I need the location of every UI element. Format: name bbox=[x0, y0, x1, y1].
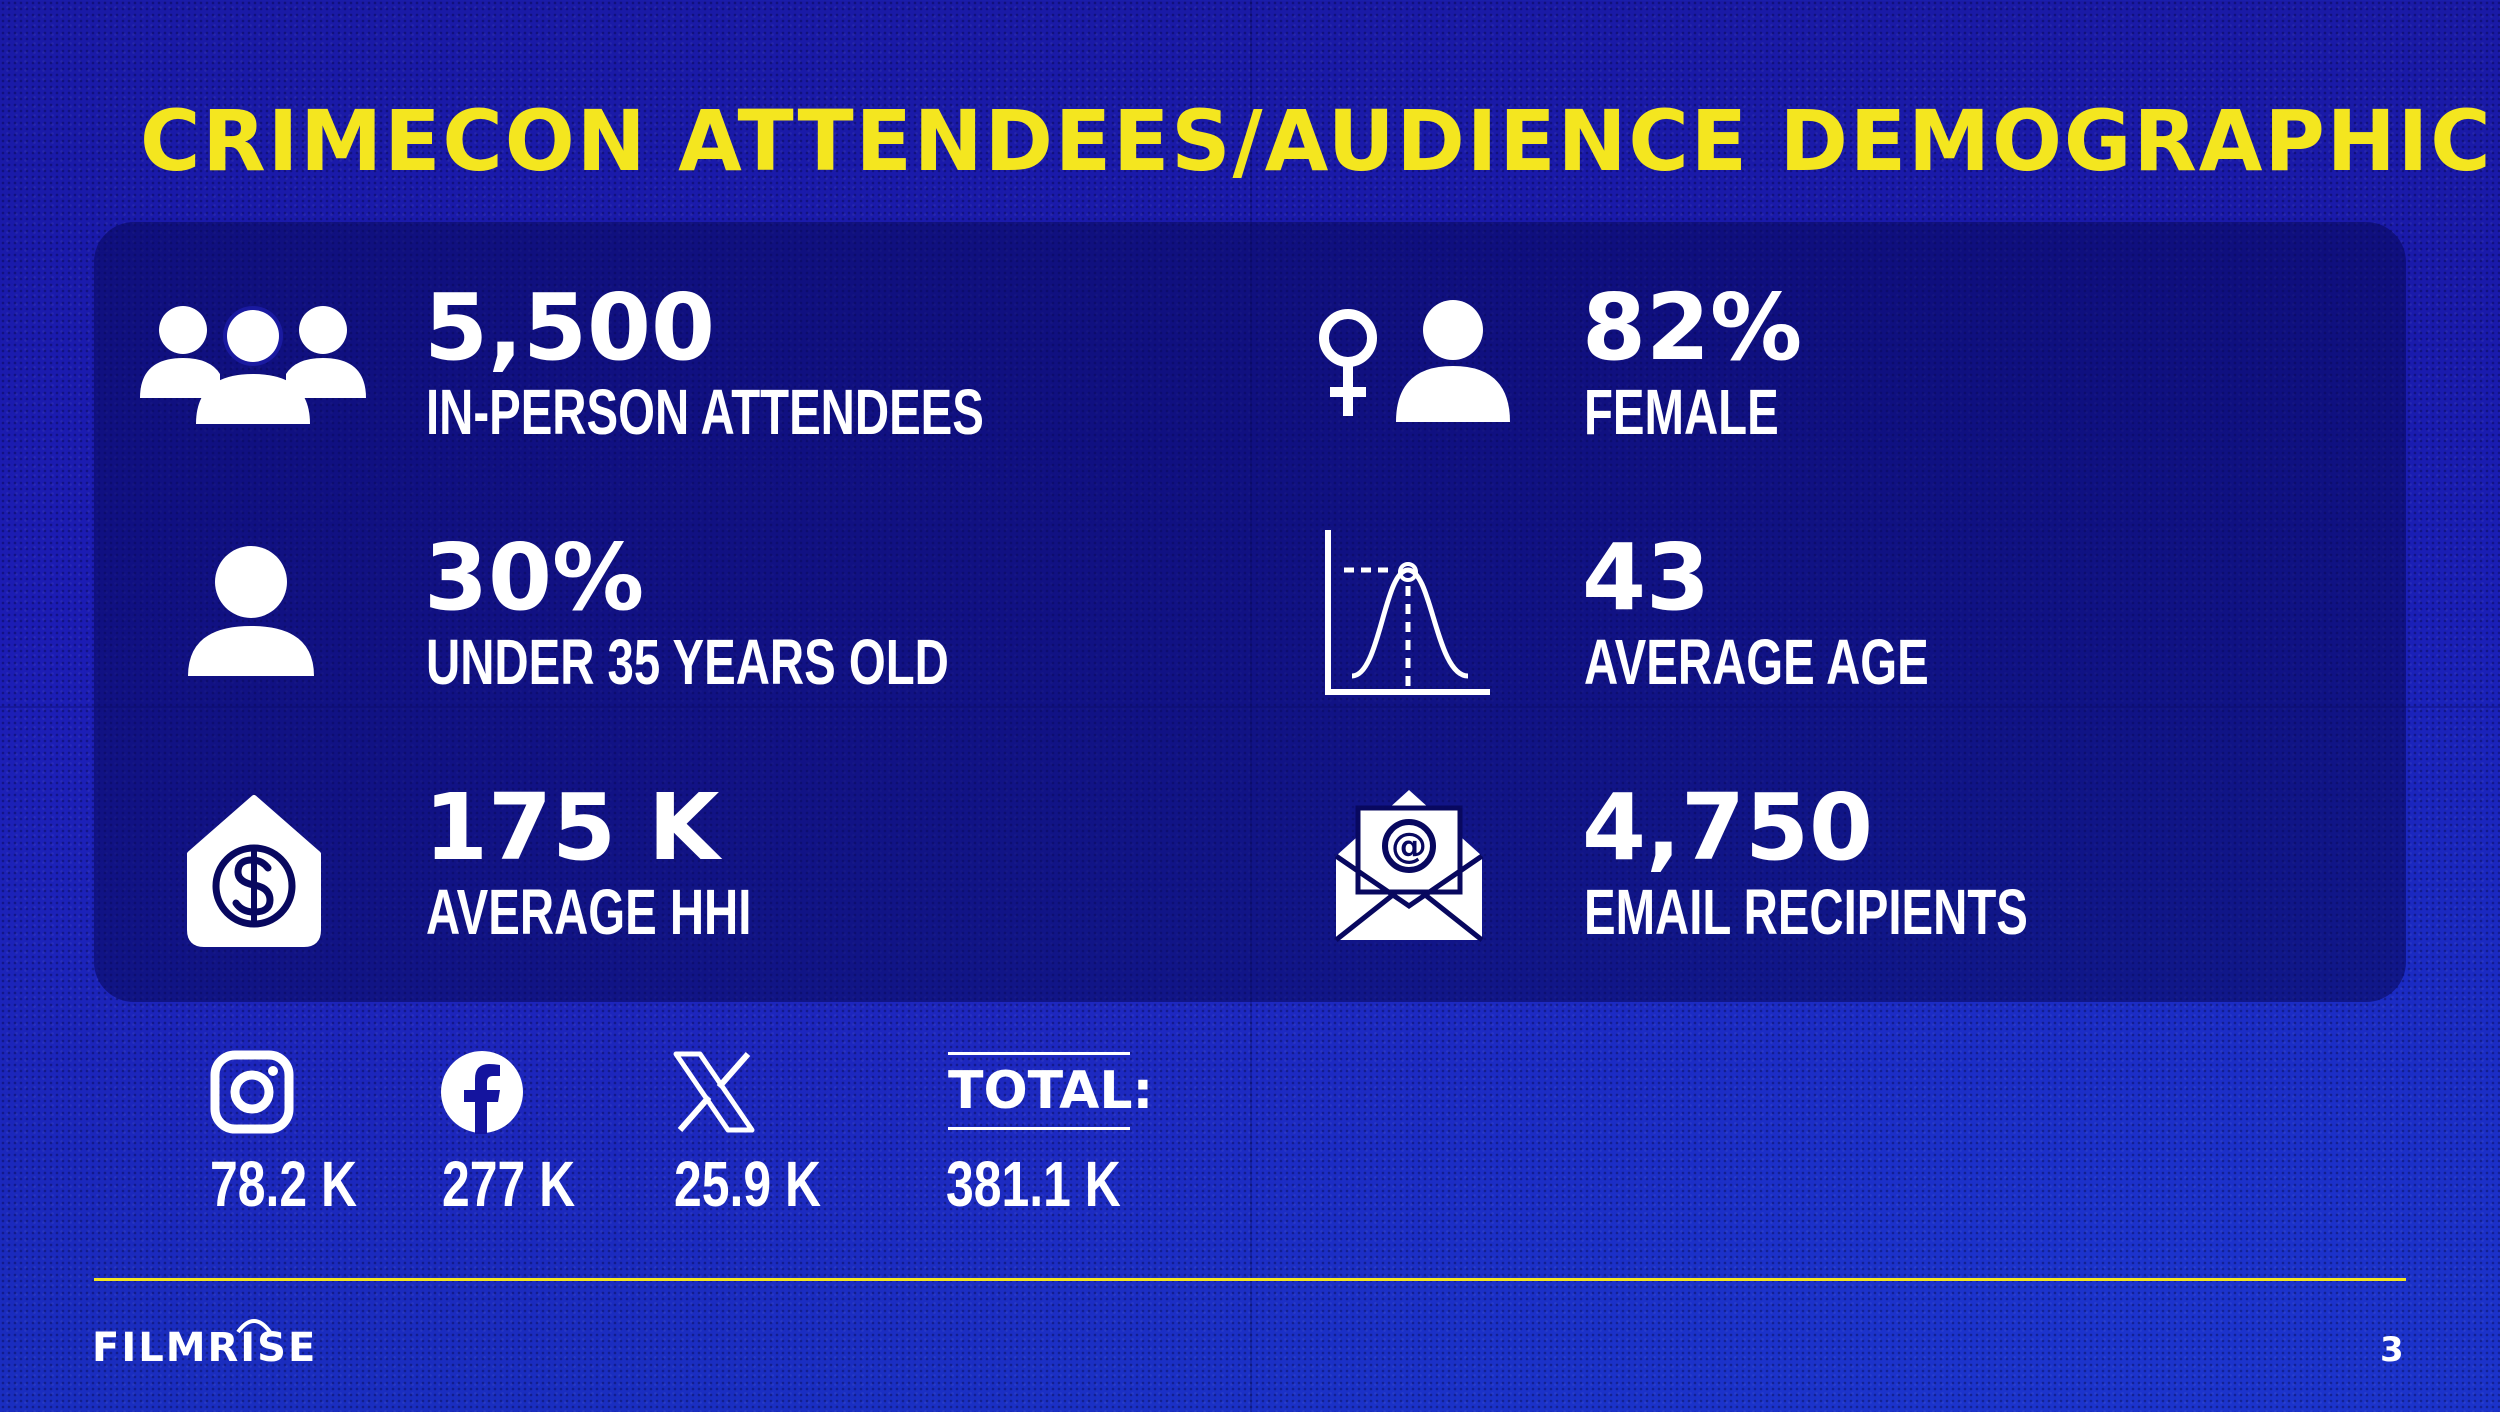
stat-value-hhi: 175 K bbox=[424, 774, 720, 881]
footer-divider bbox=[94, 1278, 2406, 1281]
stat-label-under35: UNDER 35 YEARS OLD bbox=[426, 626, 949, 698]
total-heading: TOTAL: bbox=[948, 1052, 1153, 1130]
stat-value-email: 4,750 bbox=[1582, 774, 1874, 881]
filmrise-logo: FILMRISE bbox=[92, 1325, 318, 1371]
stat-value-average-age: 43 bbox=[1582, 524, 1711, 631]
stat-label-female: FEMALE bbox=[1584, 376, 1779, 448]
group-people-icon bbox=[140, 306, 366, 424]
page-title: CRIMECON ATTENDEES/AUDIENCE DEMOGRAPHICS bbox=[140, 92, 2500, 190]
stat-label-average-age: AVERAGE AGE bbox=[1584, 626, 1929, 698]
house-dollar-icon bbox=[187, 795, 321, 947]
stat-label-attendees: IN-PERSON ATTENDEES bbox=[426, 376, 984, 448]
stat-value-under35: 30% bbox=[424, 524, 645, 631]
svg-text:@: @ bbox=[1391, 826, 1427, 867]
filmrise-logo-arc-icon bbox=[236, 1319, 272, 1334]
page-number: 3 bbox=[2380, 1330, 2404, 1370]
email-envelope-icon: @ bbox=[1334, 790, 1484, 942]
stat-value-female: 82% bbox=[1582, 274, 1803, 381]
social-value-total: 381.1 K bbox=[946, 1148, 1121, 1220]
stat-label-hhi: AVERAGE HHI bbox=[426, 876, 752, 948]
social-value-facebook: 277 K bbox=[442, 1148, 576, 1220]
person-icon bbox=[188, 546, 314, 676]
female-person-icon bbox=[1319, 300, 1510, 422]
bell-curve-chart-icon bbox=[1325, 530, 1490, 695]
facebook-icon bbox=[441, 1051, 523, 1134]
social-value-instagram: 78.2 K bbox=[210, 1148, 358, 1220]
stats-panel bbox=[94, 222, 2406, 1002]
x-logo-icon bbox=[673, 1051, 755, 1133]
stat-label-email: EMAIL RECIPIENTS bbox=[1584, 876, 2028, 948]
instagram-icon bbox=[210, 1050, 294, 1134]
social-value-x: 25.9 K bbox=[674, 1148, 822, 1220]
stat-value-attendees: 5,500 bbox=[424, 274, 716, 381]
